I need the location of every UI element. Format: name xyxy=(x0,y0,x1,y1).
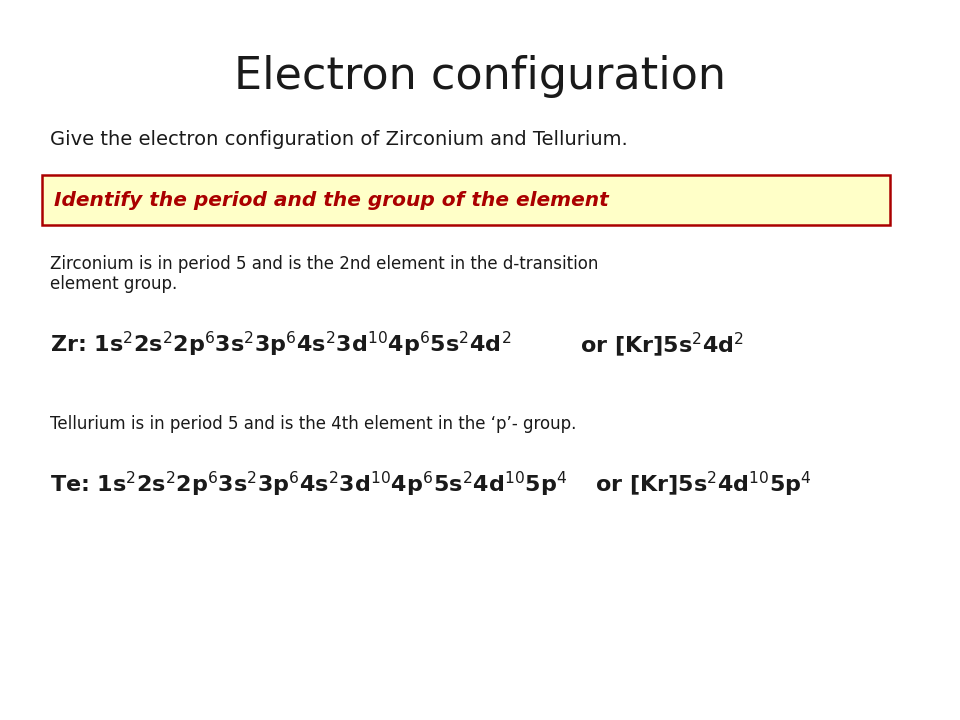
FancyBboxPatch shape xyxy=(42,175,890,225)
Text: Zr: 1s$^2$2s$^2$2p$^6$3s$^2$3p$^6$4s$^2$3d$^{10}$4p$^6$5s$^2$4d$^2$: Zr: 1s$^2$2s$^2$2p$^6$3s$^2$3p$^6$4s$^2$… xyxy=(50,330,512,359)
Text: Tellurium is in period 5 and is the 4th element in the ‘p’- group.: Tellurium is in period 5 and is the 4th … xyxy=(50,415,576,433)
Text: Zirconium is in period 5 and is the 2nd element in the d-transition: Zirconium is in period 5 and is the 2nd … xyxy=(50,255,598,273)
Text: Electron configuration: Electron configuration xyxy=(234,55,726,98)
Text: Te: 1s$^2$2s$^2$2p$^6$3s$^2$3p$^6$4s$^2$3d$^{10}$4p$^6$5s$^2$4d$^{10}$5p$^4$: Te: 1s$^2$2s$^2$2p$^6$3s$^2$3p$^6$4s$^2$… xyxy=(50,470,567,499)
Text: element group.: element group. xyxy=(50,275,178,293)
Text: or [Kr]5s$^2$4d$^{10}$5p$^4$: or [Kr]5s$^2$4d$^{10}$5p$^4$ xyxy=(595,470,811,499)
Text: Give the electron configuration of Zirconium and Tellurium.: Give the electron configuration of Zirco… xyxy=(50,130,628,149)
Text: or [Kr]5s$^2$4d$^2$: or [Kr]5s$^2$4d$^2$ xyxy=(580,330,744,359)
Text: Identify the period and the group of the element: Identify the period and the group of the… xyxy=(54,191,609,210)
